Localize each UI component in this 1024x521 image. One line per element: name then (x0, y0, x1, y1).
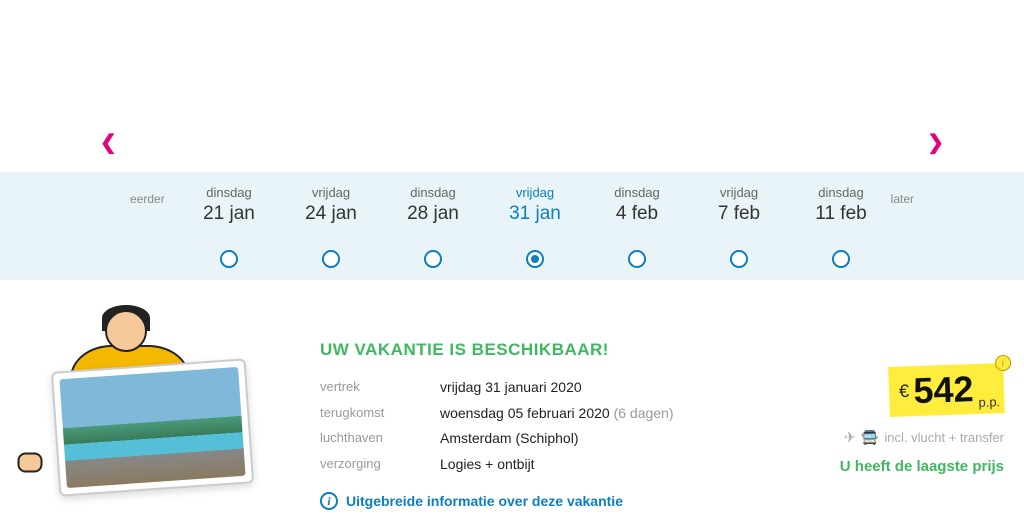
date-label: 28 jan (382, 203, 484, 225)
board-key: verzorging (320, 455, 440, 475)
date-label: 24 jan (280, 203, 382, 225)
summary-section: UW VAKANTIE IS BESCHIKBAAR! vertrek vrij… (0, 310, 1024, 320)
more-info-link[interactable]: i Uitgebreide informatie over deze vakan… (320, 492, 750, 510)
price-info-icon[interactable]: i (995, 355, 1012, 372)
airport-value: Amsterdam (Schiphol) (440, 429, 579, 449)
date-label: 21 jan (178, 203, 280, 225)
date-radio[interactable] (730, 250, 748, 268)
info-icon: i (320, 492, 338, 510)
lowest-price-label: U heeft de laagste prijs (784, 458, 1004, 475)
availability-title: UW VAKANTIE IS BESCHIKBAAR! (320, 340, 750, 360)
weekday-label: vrijdag (280, 185, 382, 200)
weekday-label: vrijdag (484, 185, 586, 200)
weekday-label: dinsdag (382, 185, 484, 200)
weekday-label: dinsdag (586, 185, 688, 200)
date-radio[interactable] (628, 250, 646, 268)
date-radio[interactable] (220, 250, 238, 268)
date-radio[interactable] (424, 250, 442, 268)
board-value: Logies + ontbijt (440, 455, 535, 475)
date-radio[interactable] (526, 250, 544, 268)
includes-line: ✈ 🚍 incl. vlucht + transfer (784, 429, 1004, 446)
return-key: terugkomst (320, 404, 440, 424)
prev-dates-button[interactable]: ❮ (100, 130, 117, 155)
date-label: 11 feb (790, 203, 892, 225)
departure-value: vrijdag 31 januari 2020 (440, 378, 582, 398)
more-info-label: Uitgebreide informatie over deze vakanti… (346, 493, 623, 509)
date-price-chart: ❮ ❯ eerder later vanaf€ 7299 dagendinsda… (0, 0, 1024, 295)
earlier-label: eerder (130, 192, 165, 206)
destination-photo (51, 358, 254, 496)
plane-icon: ✈ (844, 429, 856, 445)
price-summary: € 542 p.p. i ✈ 🚍 incl. vlucht + transfer… (784, 365, 1004, 475)
bus-icon: 🚍 (861, 429, 878, 445)
vacation-details: UW VAKANTIE IS BESCHIKBAAR! vertrek vrij… (320, 340, 750, 510)
date-label: 7 feb (688, 203, 790, 225)
departure-key: vertrek (320, 378, 440, 398)
later-label: later (891, 192, 914, 206)
return-value: woensdag 05 februari 2020 (6 dagen) (440, 404, 674, 424)
date-radio[interactable] (322, 250, 340, 268)
date-radio[interactable] (832, 250, 850, 268)
weekday-label: vrijdag (688, 185, 790, 200)
mascot-illustration (30, 310, 290, 500)
total-price: € 542 p.p. i (888, 363, 1004, 417)
date-label: 31 jan (484, 203, 586, 225)
weekday-label: dinsdag (178, 185, 280, 200)
next-dates-button[interactable]: ❯ (927, 130, 944, 155)
airport-key: luchthaven (320, 429, 440, 449)
weekday-label: dinsdag (790, 185, 892, 200)
date-label: 4 feb (586, 203, 688, 225)
